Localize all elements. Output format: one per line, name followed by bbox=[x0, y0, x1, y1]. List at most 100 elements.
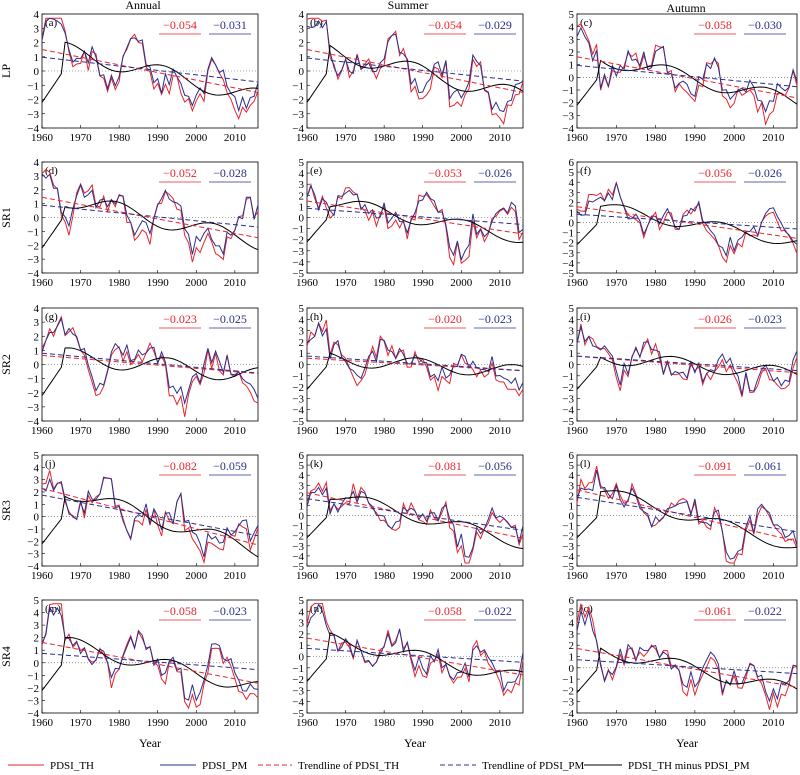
y-tick-label: 3 bbox=[569, 480, 575, 492]
y-tick-label: −1 bbox=[292, 663, 304, 675]
trendline-pdsi-pm bbox=[576, 659, 798, 675]
y-tick-label: 3 bbox=[299, 618, 305, 630]
column-title-autumn: Autumn bbox=[666, 1, 705, 15]
series-pdsi-pm bbox=[41, 173, 259, 256]
y-tick-label: 2 bbox=[569, 490, 575, 502]
x-tick-label: 1990 bbox=[147, 425, 170, 437]
x-tick-label: 1980 bbox=[645, 277, 668, 289]
x-tick-label: 1990 bbox=[412, 425, 435, 437]
y-tick-label: 4 bbox=[34, 9, 40, 21]
y-tick-label: 0 bbox=[569, 360, 575, 372]
panel-label: (d) bbox=[45, 165, 58, 177]
y-tick-label: 0 bbox=[299, 360, 305, 372]
series-pdsi-pm bbox=[576, 469, 798, 560]
y-tick-label: −5 bbox=[292, 561, 304, 573]
panel-label: (l) bbox=[580, 458, 591, 470]
y-tick-label: −5 bbox=[562, 416, 574, 428]
series-pdsi-th bbox=[41, 168, 259, 263]
x-tick-label: 2010 bbox=[489, 277, 512, 289]
y-tick-label: −1 bbox=[562, 371, 574, 383]
series-pdsi-th bbox=[576, 603, 798, 710]
y-tick-label: 1 bbox=[34, 345, 40, 357]
x-tick-label: 2010 bbox=[224, 570, 247, 582]
y-tick-label: 5 bbox=[299, 460, 305, 472]
trendline-pdsi-th bbox=[306, 357, 524, 372]
x-axis-title: Year bbox=[404, 736, 426, 750]
slope-label-th: −0.058 bbox=[698, 18, 732, 32]
x-tick-label: 1960 bbox=[566, 425, 589, 437]
y-tick-label: 0 bbox=[569, 72, 575, 84]
x-tick-label: 1980 bbox=[108, 717, 131, 729]
y-tick-label: 4 bbox=[299, 314, 305, 326]
slope-label-pm: −0.025 bbox=[213, 312, 247, 326]
x-tick-label: 1970 bbox=[605, 425, 628, 437]
x-tick-label: 1960 bbox=[566, 132, 589, 144]
x-tick-label: 2000 bbox=[450, 570, 473, 582]
y-tick-label: −4 bbox=[27, 123, 39, 135]
trendline-pdsi-th bbox=[576, 56, 798, 99]
y-tick-label: −3 bbox=[292, 109, 304, 121]
x-tick-label: 1960 bbox=[566, 717, 589, 729]
x-tick-label: 1990 bbox=[412, 570, 435, 582]
y-tick-label: 4 bbox=[34, 303, 40, 315]
series-th-minus-pm bbox=[576, 204, 798, 246]
series-th-minus-pm bbox=[576, 355, 798, 390]
y-tick-label: 0 bbox=[34, 658, 40, 670]
trendline-pdsi-th bbox=[41, 641, 259, 684]
y-tick-label: −5 bbox=[292, 416, 304, 428]
slope-label-pm: −0.031 bbox=[213, 18, 247, 32]
y-tick-label: −5 bbox=[292, 708, 304, 720]
trendline-pdsi-th bbox=[576, 206, 798, 239]
series-pdsi-th bbox=[576, 465, 798, 564]
legend-label-th: PDSI_TH bbox=[50, 760, 94, 772]
y-tick-label: −3 bbox=[27, 695, 39, 707]
y-tick-label: 0 bbox=[34, 512, 40, 524]
column-title-annual: Annual bbox=[125, 0, 161, 12]
trendline-pdsi-pm bbox=[576, 213, 798, 230]
y-tick-label: 3 bbox=[299, 480, 305, 492]
y-tick-label: −1 bbox=[27, 524, 39, 536]
panel-label: (k) bbox=[310, 458, 323, 470]
x-tick-label: 1990 bbox=[147, 132, 170, 144]
x-tick-label: 2010 bbox=[224, 425, 247, 437]
x-tick-label: 2010 bbox=[489, 717, 512, 729]
series-pdsi-pm bbox=[576, 182, 798, 258]
y-tick-label: 1 bbox=[299, 52, 305, 64]
slope-label-pm: −0.030 bbox=[748, 18, 782, 32]
x-tick-label: 1970 bbox=[70, 132, 93, 144]
y-tick-label: 0 bbox=[299, 511, 305, 523]
y-tick-label: 2 bbox=[569, 47, 575, 59]
y-tick-label: 1 bbox=[34, 199, 40, 211]
column-title-summer: Summer bbox=[388, 0, 429, 12]
trendline-pdsi-th bbox=[41, 354, 259, 375]
y-tick-label: −2 bbox=[292, 235, 304, 247]
x-tick-label: 1980 bbox=[373, 277, 396, 289]
slope-label-th: −0.061 bbox=[698, 604, 732, 618]
plot-frame bbox=[306, 454, 524, 567]
x-tick-label: 1990 bbox=[147, 570, 170, 582]
x-tick-label: 2010 bbox=[489, 132, 512, 144]
slope-label-pm: −0.059 bbox=[213, 459, 247, 473]
y-tick-label: −4 bbox=[27, 561, 39, 573]
trendline-pdsi-pm bbox=[306, 207, 524, 225]
y-tick-label: 1 bbox=[34, 52, 40, 64]
slope-label-th: −0.056 bbox=[698, 166, 732, 180]
y-tick-label: −3 bbox=[562, 393, 574, 405]
y-tick-label: 2 bbox=[34, 185, 40, 197]
series-pdsi-th bbox=[306, 319, 524, 397]
series-th-minus-pm bbox=[41, 347, 259, 396]
y-tick-label: 4 bbox=[34, 157, 40, 169]
row-label-sr3: SR3 bbox=[0, 500, 13, 521]
y-tick-label: 3 bbox=[299, 179, 305, 191]
x-tick-label: 1970 bbox=[605, 717, 628, 729]
trendline-pdsi-pm bbox=[306, 355, 524, 372]
x-tick-label: 2010 bbox=[762, 425, 785, 437]
panel-g: −4 −3 −2 −1 0 1 2 3 4 1960 1970 1980 1990 2000 2010 (g)… bbox=[0, 303, 259, 437]
y-tick-label: 0 bbox=[569, 218, 575, 230]
y-tick-label: −3 bbox=[292, 685, 304, 697]
y-tick-label: 1 bbox=[299, 640, 305, 652]
y-tick-label: 2 bbox=[299, 490, 305, 502]
